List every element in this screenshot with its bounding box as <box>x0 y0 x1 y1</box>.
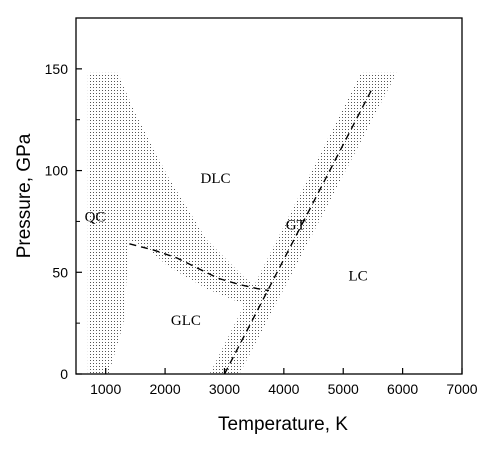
shaded-bands <box>87 72 397 375</box>
x-tick-label: 4000 <box>268 381 299 397</box>
boundary-line-1 <box>129 243 270 292</box>
boundary-lines <box>129 86 374 375</box>
region-label-glc: GLC <box>171 313 201 329</box>
y-axis-label: Pressure, GPa <box>14 133 35 258</box>
boundary-line-2 <box>223 86 374 375</box>
region-label-qc: QC <box>85 209 106 225</box>
x-tick-label: 1000 <box>90 381 121 397</box>
region-labels: QC DLC GT LC GLC <box>85 171 368 329</box>
shaded-band-1 <box>87 72 270 375</box>
y-tick-label: 50 <box>52 264 68 280</box>
x-tick-label: 5000 <box>328 381 359 397</box>
x-tick-label: 7000 <box>446 381 477 397</box>
y-tick-label: 100 <box>45 163 69 179</box>
y-tick-label: 0 <box>60 366 68 382</box>
x-axis-ticks: 1000 2000 3000 4000 5000 6000 7000 <box>90 368 478 397</box>
y-tick-label: 150 <box>45 61 69 77</box>
region-label-gt: GT <box>286 218 306 234</box>
region-label-dlc: DLC <box>201 171 231 187</box>
x-tick-label: 2000 <box>149 381 180 397</box>
y-axis-ticks: 0 50 100 150 <box>45 61 82 382</box>
x-axis-label: Temperature, K <box>218 414 348 435</box>
region-label-lc: LC <box>348 268 367 284</box>
x-tick-label: 6000 <box>387 381 418 397</box>
x-tick-label: 3000 <box>209 381 240 397</box>
plot-frame <box>75 17 463 375</box>
